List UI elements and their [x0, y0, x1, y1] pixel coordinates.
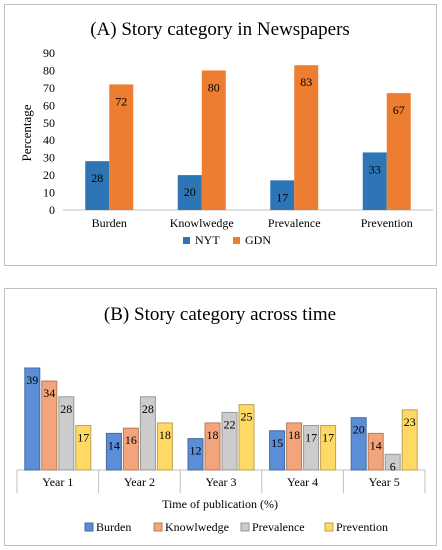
legend-swatch-prevalence: [240, 522, 250, 532]
bar-nyt: [362, 152, 387, 210]
data-label: 72: [115, 94, 127, 108]
chart-panel-b: (B) Story category across time Time of p…: [4, 288, 437, 546]
bar-nyt: [85, 161, 110, 210]
data-label: 14: [370, 438, 382, 452]
chart-b-x-axis-label: Time of publication (%): [162, 497, 278, 511]
legend-swatch-prevention: [324, 522, 334, 532]
bar-prevalence: [139, 396, 156, 471]
bar-knowlwedge: [122, 427, 139, 471]
data-label: 16: [125, 433, 137, 447]
y-tick-label: 0: [49, 203, 55, 217]
chart-a-title: (A) Story category in Newspapers: [90, 19, 350, 40]
data-label: 80: [208, 80, 220, 94]
bar-burden: [350, 417, 367, 471]
y-tick-label: 20: [43, 168, 55, 182]
data-label: 14: [108, 438, 120, 452]
bar-prevention: [320, 425, 337, 471]
bar-gdn: [294, 65, 319, 210]
chart-panel-a: (A) Story category in Newspapers Percent…: [4, 4, 437, 266]
legend-label-prevalence: Prevalence: [252, 520, 305, 534]
data-label: 18: [288, 428, 300, 442]
bar-prevalence: [384, 453, 401, 471]
chart-b-svg: (B) Story category across time Time of p…: [16, 304, 426, 534]
data-label: 17: [322, 431, 334, 445]
bar-gdn: [386, 93, 411, 210]
legend-swatch-gdn: [233, 237, 240, 244]
bar-knowlwedge: [367, 432, 384, 471]
data-label: 17: [305, 431, 317, 445]
bar-prevention: [238, 404, 255, 471]
data-label: 20: [184, 185, 196, 199]
data-label: 17: [276, 190, 288, 204]
bar-nyt: [270, 180, 295, 210]
y-tick-label: 30: [43, 151, 55, 165]
bar-burden: [269, 430, 286, 471]
data-label: 34: [43, 386, 55, 400]
legend-label-knowlwedge: Knowlwedge: [165, 520, 229, 534]
data-label: 12: [190, 444, 202, 458]
bar-knowlwedge: [204, 422, 221, 471]
bar-burden: [187, 438, 204, 471]
legend-label-prevention: Prevention: [336, 520, 388, 534]
y-tick-label: 60: [43, 98, 55, 112]
data-label: 28: [60, 402, 72, 416]
bar-knowlwedge: [41, 380, 58, 471]
data-label: 83: [300, 75, 312, 89]
y-tick-label: 90: [43, 46, 55, 60]
data-label: 39: [26, 373, 38, 387]
chart-b-title: (B) Story category across time: [104, 304, 336, 325]
x-tick-label: Year 4: [287, 475, 318, 489]
legend-swatch-knowlwedge: [153, 522, 163, 532]
legend-label-nyt: NYT: [195, 233, 220, 247]
data-label: 33: [369, 162, 381, 176]
x-tick-label: Year 3: [205, 475, 236, 489]
y-tick-label: 40: [43, 133, 55, 147]
bar-prevention: [156, 422, 173, 471]
x-tick-label: Year 5: [369, 475, 400, 489]
y-tick-label: 50: [43, 116, 55, 130]
x-tick-label: Burden: [92, 216, 127, 230]
data-label: 6: [390, 459, 396, 473]
data-label: 20: [353, 423, 365, 437]
bar-prevalence: [303, 425, 320, 471]
bar-burden: [24, 367, 41, 471]
bar-gdn: [109, 84, 134, 210]
bar-prevalence: [58, 396, 75, 471]
data-label: 18: [159, 428, 171, 442]
legend-label-gdn: GDN: [245, 233, 271, 247]
x-tick-label: Prevention: [361, 216, 413, 230]
data-label: 28: [142, 402, 154, 416]
y-tick-label: 80: [43, 63, 55, 77]
x-tick-label: Year 2: [124, 475, 155, 489]
y-tick-label: 10: [43, 186, 55, 200]
data-label: 67: [393, 103, 405, 117]
bar-gdn: [201, 70, 226, 210]
chart-a-svg: (A) Story category in Newspapers Percent…: [19, 19, 433, 247]
data-label: 25: [241, 410, 253, 424]
data-label: 15: [271, 436, 283, 450]
bar-nyt: [177, 175, 202, 210]
bar-knowlwedge: [286, 422, 303, 471]
bar-prevalence: [221, 411, 238, 471]
chart-a-y-axis-label: Percentage: [19, 104, 34, 161]
y-tick-label: 70: [43, 81, 55, 95]
data-label: 18: [207, 428, 219, 442]
x-tick-label: Prevalence: [268, 216, 321, 230]
bar-prevention: [75, 425, 92, 471]
data-label: 17: [77, 431, 89, 445]
bar-prevention: [401, 409, 418, 471]
x-tick-label: Year 1: [42, 475, 73, 489]
x-tick-label: Knowlwedge: [170, 216, 234, 230]
legend-label-burden: Burden: [96, 520, 131, 534]
data-label: 23: [404, 415, 416, 429]
legend-swatch-nyt: [183, 237, 190, 244]
data-label: 28: [91, 171, 103, 185]
data-label: 22: [224, 417, 236, 431]
bar-burden: [105, 432, 122, 471]
legend-swatch-burden: [84, 522, 94, 532]
